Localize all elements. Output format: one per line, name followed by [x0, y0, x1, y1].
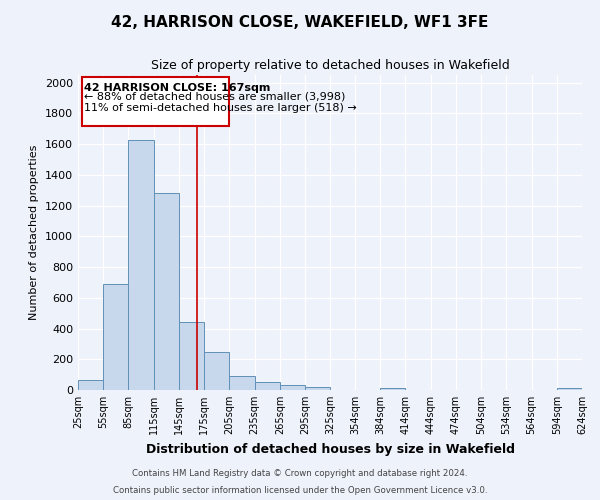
- Bar: [154, 194, 179, 390]
- Bar: [280, 386, 305, 390]
- Bar: [204, 352, 229, 390]
- Bar: [128, 140, 154, 390]
- Text: 42, HARRISON CLOSE, WAKEFIELD, WF1 3FE: 42, HARRISON CLOSE, WAKEFIELD, WF1 3FE: [112, 15, 488, 30]
- Title: Size of property relative to detached houses in Wakefield: Size of property relative to detached ho…: [151, 60, 509, 72]
- Text: 11% of semi-detached houses are larger (518) →: 11% of semi-detached houses are larger (…: [84, 102, 356, 113]
- Y-axis label: Number of detached properties: Number of detached properties: [29, 145, 40, 320]
- Bar: [229, 376, 254, 390]
- X-axis label: Distribution of detached houses by size in Wakefield: Distribution of detached houses by size …: [146, 442, 515, 456]
- Bar: [557, 388, 582, 390]
- Bar: [254, 382, 280, 390]
- Text: Contains public sector information licensed under the Open Government Licence v3: Contains public sector information licen…: [113, 486, 487, 495]
- Bar: [78, 380, 103, 390]
- Bar: [179, 322, 204, 390]
- Text: ← 88% of detached houses are smaller (3,998): ← 88% of detached houses are smaller (3,…: [84, 92, 345, 102]
- Bar: [103, 284, 128, 390]
- FancyBboxPatch shape: [82, 76, 229, 126]
- Text: Contains HM Land Registry data © Crown copyright and database right 2024.: Contains HM Land Registry data © Crown c…: [132, 468, 468, 477]
- Bar: [380, 388, 406, 390]
- Text: 42 HARRISON CLOSE: 167sqm: 42 HARRISON CLOSE: 167sqm: [84, 82, 270, 92]
- Bar: [305, 387, 331, 390]
